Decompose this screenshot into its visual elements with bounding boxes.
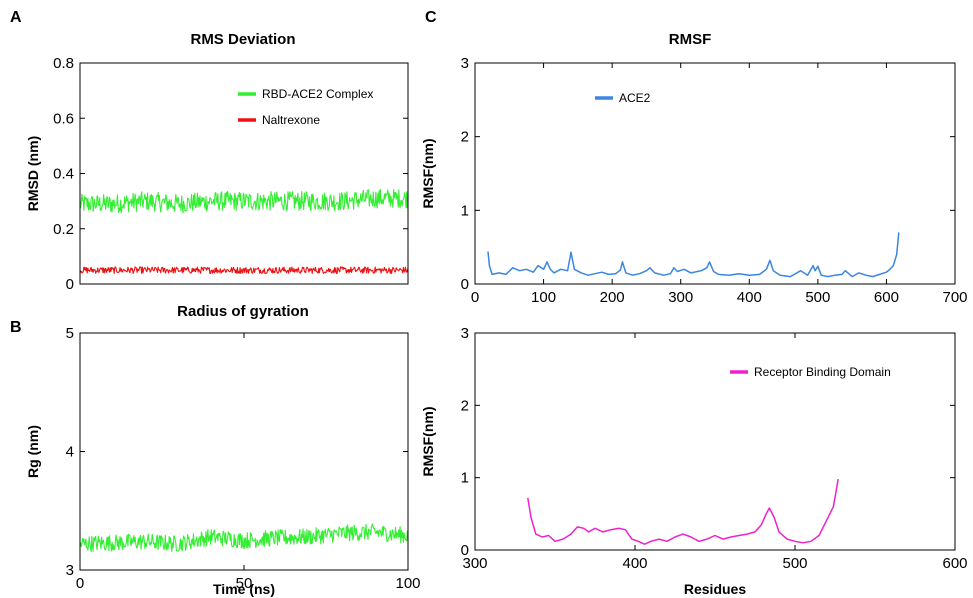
x-tick-label: 0 xyxy=(471,289,479,306)
x-tick-label: 500 xyxy=(805,289,830,306)
plot-frame xyxy=(474,62,956,285)
x-tick-label: 300 xyxy=(668,289,693,306)
series-line-0 xyxy=(79,188,409,214)
y-tick-label: 0.2 xyxy=(53,221,74,238)
y-tick-label: 0 xyxy=(66,276,74,293)
x-tick-label: 300 xyxy=(462,555,487,572)
chart-title: RMS Deviation xyxy=(190,31,295,48)
y-tick-label: 3 xyxy=(461,55,469,72)
y-axis-label: RMSF(nm) xyxy=(420,139,436,209)
x-tick-label: 100 xyxy=(395,575,420,592)
y-tick-label: 0.8 xyxy=(53,55,74,72)
y-tick-label: 2 xyxy=(461,397,469,414)
chart-rmsf-ace2: RMSF 0 1 2 3 0 100 200 300 400 500 600 700 RMSF(nm) AC… xyxy=(420,31,968,306)
series-line-0 xyxy=(527,478,839,545)
y-tick-label: 0 xyxy=(461,276,469,293)
chart-rmsd: RMS Deviation 0 0.2 0.4 0.6 0.8 RMSD (nm) RBD-A… xyxy=(25,31,409,293)
x-tick-label: 200 xyxy=(600,289,625,306)
series-line-1 xyxy=(79,266,409,275)
panel-letter-c: C xyxy=(425,9,437,26)
x-axis-label: Residues xyxy=(684,581,746,597)
y-tick-label: 1 xyxy=(461,202,469,219)
y-axis-label: Rg (nm) xyxy=(25,425,41,478)
y-tick-label: 3 xyxy=(461,325,469,342)
x-tick-label: 500 xyxy=(782,555,807,572)
series-line-0 xyxy=(79,523,409,553)
y-axis-label: RMSF(nm) xyxy=(420,407,436,477)
y-tick-label: 1 xyxy=(461,470,469,487)
y-tick-label: 2 xyxy=(461,129,469,146)
series-line-0 xyxy=(487,232,900,278)
y-tick-label: 3 xyxy=(66,562,74,579)
x-tick-label: 400 xyxy=(737,289,762,306)
x-tick-label: 600 xyxy=(874,289,899,306)
y-tick-label: 0 xyxy=(461,542,469,559)
x-axis-label: Time (ns) xyxy=(213,581,275,597)
chart-rmsf-rbd: 0 1 2 3 300 400 500 600 RMSF(nm) Residues Receptor… xyxy=(420,325,968,597)
y-tick-label: 4 xyxy=(66,444,74,461)
y-axis-label: RMSD (nm) xyxy=(25,136,41,211)
y-tick-label: 0.6 xyxy=(53,110,74,127)
x-tick-label: 700 xyxy=(942,289,967,306)
legend-label: ACE2 xyxy=(619,91,651,105)
panel-letter-b: B xyxy=(10,319,22,336)
x-tick-label: 0 xyxy=(76,575,84,592)
legend-label: Receptor Binding Domain xyxy=(754,365,891,379)
legend-label: RBD-ACE2 Complex xyxy=(262,87,373,101)
y-tick-label: 5 xyxy=(66,325,74,342)
chart-title: RMSF xyxy=(669,31,712,48)
x-tick-label: 600 xyxy=(942,555,967,572)
x-tick-label: 50 xyxy=(236,575,253,592)
x-tick-label: 400 xyxy=(622,555,647,572)
y-tick-label: 0.4 xyxy=(53,166,74,183)
chart-title: Radius of gyration xyxy=(177,303,309,320)
x-tick-label: 100 xyxy=(531,289,556,306)
legend-label: Naltrexone xyxy=(262,113,320,127)
panel-letter-a: A xyxy=(10,9,22,26)
plot-frame xyxy=(474,332,956,551)
